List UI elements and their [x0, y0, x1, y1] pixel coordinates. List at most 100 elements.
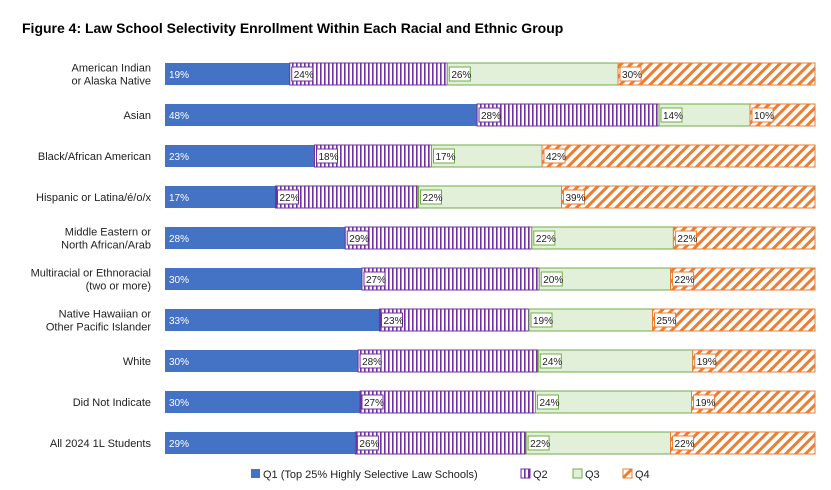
data-label: 26% [359, 439, 379, 450]
data-label: 20% [543, 275, 563, 286]
category-label: Multiracial or Ethnoracial (two or more) [31, 268, 151, 293]
data-label: 30% [622, 70, 642, 81]
bar-segment-q1 [165, 227, 346, 249]
data-label-box [316, 148, 338, 164]
data-label: 26% [451, 70, 471, 81]
data-label: 24% [542, 357, 562, 368]
data-label: 22% [675, 439, 695, 450]
data-label-box [359, 353, 382, 369]
data-label: 30% [169, 398, 189, 409]
legend-label-q2: Q2 [533, 469, 548, 481]
bar-segment-q1 [165, 104, 477, 126]
data-label: 22% [530, 439, 550, 450]
data-label: 19% [697, 357, 717, 368]
data-label: 14% [663, 111, 683, 122]
data-label: 22% [677, 234, 697, 245]
data-label: 28% [169, 234, 189, 245]
data-label: 22% [675, 275, 695, 286]
bar-segment-q2 [361, 267, 540, 291]
category-label: Hispanic or Latina/é/o/x [36, 192, 151, 204]
data-label-box [356, 435, 379, 451]
category-label: Native Hawaiian or Other Pacific Islander [46, 309, 151, 334]
data-label-box [533, 230, 556, 246]
data-label: 29% [349, 234, 369, 245]
category-label: Middle Eastern or North African/Arab [61, 227, 151, 252]
category-label: Did Not Indicate [73, 397, 151, 409]
bar-segment-q1 [165, 432, 356, 454]
data-label-box [693, 394, 715, 410]
data-label-box [291, 66, 314, 82]
data-label: 27% [366, 275, 386, 286]
category-label: American Indian or Alaska Native [72, 63, 152, 88]
data-label: 23% [169, 152, 189, 163]
data-label: 33% [169, 316, 189, 327]
bar-segment-q3 [446, 62, 619, 86]
bar-segment-q4 [652, 308, 816, 332]
data-label-box [361, 394, 384, 410]
data-label: 19% [696, 398, 716, 409]
data-label: 28% [362, 357, 382, 368]
data-label: 22% [536, 234, 556, 245]
bar-segment-q1 [165, 309, 380, 331]
data-label-box [540, 271, 563, 287]
data-label-box [363, 271, 386, 287]
category-label: Asian [123, 110, 151, 122]
data-label-box [537, 394, 559, 410]
data-label: 48% [169, 111, 189, 122]
bar-segment-q2 [344, 226, 533, 250]
data-label: 30% [169, 275, 189, 286]
category-label: All 2024 1L Students [50, 438, 152, 450]
data-label: 22% [423, 193, 443, 204]
data-label: 17% [436, 152, 456, 163]
data-label: 22% [280, 193, 300, 204]
data-label: 19% [533, 316, 553, 327]
data-label-box [433, 148, 455, 164]
data-label: 25% [657, 316, 677, 327]
data-label-box [694, 353, 717, 369]
data-label: 24% [294, 70, 314, 81]
data-label: 27% [364, 398, 384, 409]
data-label: 23% [384, 316, 404, 327]
bar-segment-q4 [691, 390, 816, 414]
data-label: 30% [169, 357, 189, 368]
bar-segment-q2 [359, 390, 536, 414]
data-label-box [420, 189, 442, 205]
bar-segment-q1 [165, 186, 276, 208]
bar-segment-q4 [617, 62, 816, 86]
bar-segment-q1 [165, 63, 290, 85]
category-label: White [123, 356, 151, 368]
data-label-box [751, 107, 774, 123]
data-label-box [448, 66, 471, 82]
data-label: 42% [546, 152, 566, 163]
data-label-box [672, 435, 695, 451]
bar-segment-q1 [165, 350, 359, 372]
bar-segment-q4 [561, 185, 816, 209]
data-label-box [530, 312, 553, 328]
bar-segment-q1 [165, 391, 360, 413]
bar-segment-q1 [165, 145, 315, 167]
data-label: 29% [169, 439, 189, 450]
bar-segment-q4 [672, 226, 816, 250]
bar-segment-q2 [476, 103, 660, 127]
data-label: 18% [319, 152, 339, 163]
data-label-box [346, 230, 369, 246]
legend-label-q4: Q4 [635, 469, 650, 481]
legend-swatch-q4 [622, 468, 633, 479]
data-label: 39% [566, 193, 586, 204]
legend-label-q3: Q3 [585, 469, 600, 481]
bar-segment-q2 [357, 349, 539, 373]
data-label: 10% [754, 111, 774, 122]
data-label: 17% [169, 193, 189, 204]
legend-label-q1: Q1 (Top 25% Highly Selective Law Schools… [263, 469, 478, 481]
category-label: Black/African American [38, 151, 151, 163]
data-label-box [619, 66, 642, 82]
legend-swatch-q3 [572, 468, 583, 479]
data-label-box [539, 353, 562, 369]
bar-segment-q4 [670, 431, 816, 455]
data-label-box [277, 189, 299, 205]
legend-swatch-q1 [251, 469, 260, 478]
data-label-box [543, 148, 566, 164]
bar-segment-q4 [670, 267, 816, 291]
data-label-box [660, 107, 683, 123]
